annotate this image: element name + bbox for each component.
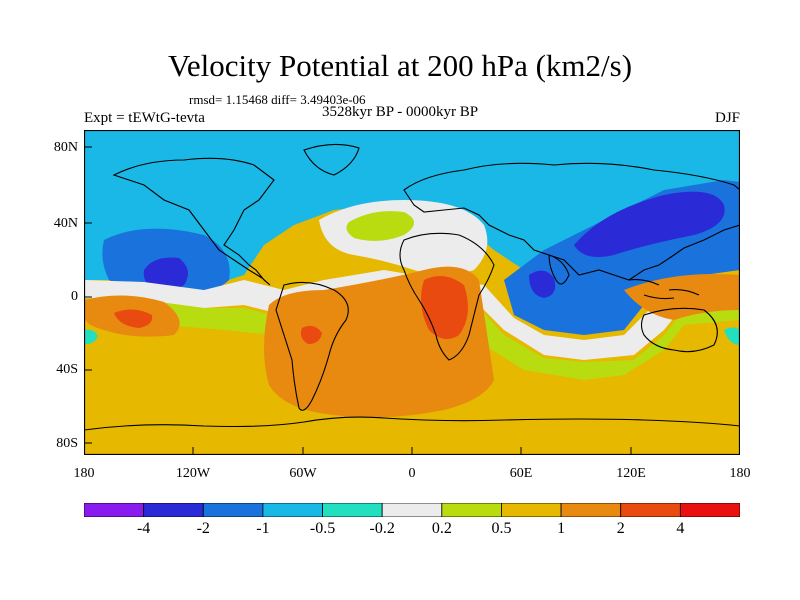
field-asia-darkblue — [574, 191, 725, 258]
field-pacific-darkblue — [143, 257, 188, 292]
field-wpacific-orange — [624, 274, 740, 320]
lat-label-40s: 40S — [56, 362, 78, 377]
field-epacific-red — [114, 309, 153, 328]
field-indian-darkblue — [529, 270, 556, 298]
lon-label-60e: 60E — [509, 466, 533, 481]
colorbar-label: 0.5 — [491, 520, 512, 537]
field-wpacific-cyan — [724, 327, 740, 345]
colorbar-swatch — [620, 503, 681, 517]
lat-label-80n: 80N — [53, 140, 78, 155]
experiment-label: Expt = tEWtG-tevta — [84, 110, 205, 126]
map-panel — [84, 130, 740, 455]
plot-title: Velocity Potential at 200 hPa (km2/s) — [167, 48, 633, 83]
colorbar-swatch — [501, 503, 562, 517]
stats-line: rmsd= 1.15468 diff= 3.49403e-06 — [189, 92, 366, 107]
season-label: DJF — [714, 110, 740, 126]
colorbar-swatch — [84, 503, 145, 517]
lon-label-180e: 180 — [729, 466, 751, 481]
colorbar-swatch — [143, 503, 204, 517]
lon-label-0: 0 — [408, 466, 416, 481]
colorbar-label: -1 — [256, 520, 270, 537]
field-africa-red — [420, 276, 468, 339]
colorbar-swatch — [322, 503, 383, 517]
colorbar-label: 1 — [557, 520, 566, 537]
lat-label-80s: 80S — [56, 436, 78, 451]
colorbar-swatch — [381, 503, 443, 517]
tick-marks — [84, 146, 632, 455]
colorbar-label: 4 — [676, 520, 685, 537]
colorbar-label: -4 — [136, 520, 151, 537]
field-samerica-red — [300, 325, 322, 344]
colorbar — [84, 503, 740, 517]
colorbar-label: 2 — [616, 520, 625, 537]
lon-label-180w: 180 — [73, 466, 95, 481]
colorbar-label: -2 — [196, 520, 210, 537]
colorbar-swatch — [679, 503, 740, 517]
colorbar-label: -0.2 — [369, 520, 395, 537]
lon-label-60w: 60W — [289, 466, 317, 481]
field-tropics-green — [84, 295, 740, 380]
lon-label-120w: 120W — [175, 466, 211, 481]
colorbar-swatch — [202, 503, 264, 517]
field-atlantic-yellowgreen — [346, 211, 414, 241]
lat-label-40n: 40N — [53, 216, 78, 231]
coastlines — [84, 143, 740, 431]
colorbar-swatch — [560, 503, 622, 517]
lon-label-120e: 120E — [616, 466, 646, 481]
colorbar-swatch — [262, 503, 323, 517]
field-epacific-cyan — [84, 329, 98, 345]
lat-label-0: 0 — [71, 289, 78, 304]
colorbar-swatch — [441, 503, 502, 517]
period-label: 3528kyr BP - 0000kyr BP — [322, 104, 479, 120]
colorbar-label: -0.5 — [309, 520, 336, 537]
colorbar-label: 0.2 — [431, 520, 452, 537]
field-tropics-white — [84, 270, 740, 360]
